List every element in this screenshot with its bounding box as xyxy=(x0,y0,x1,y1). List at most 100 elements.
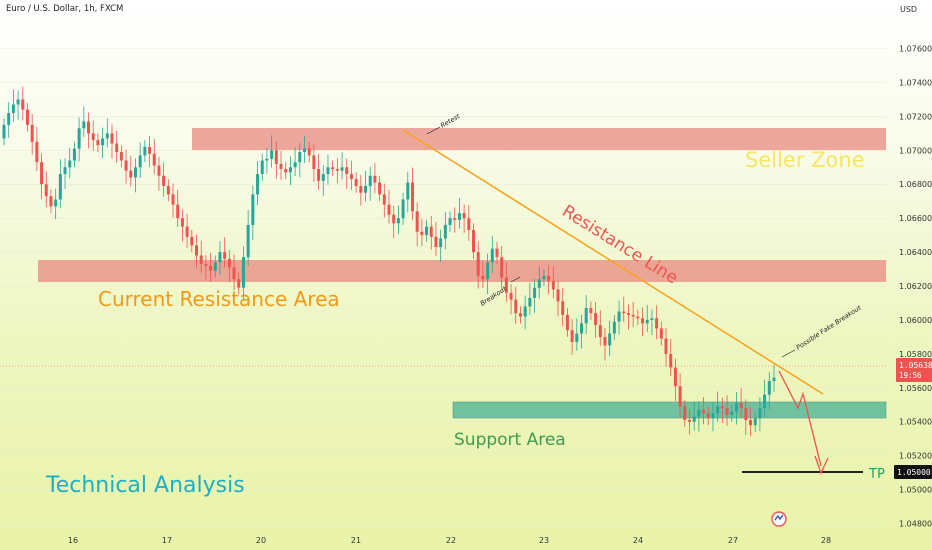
candle xyxy=(82,106,86,138)
y-tick-label: 1.07200 xyxy=(899,112,932,121)
candle-body xyxy=(500,257,504,278)
candle xyxy=(476,241,480,289)
current-resistance-label: Current Resistance Area xyxy=(98,287,340,311)
candle xyxy=(30,114,34,155)
candle-body xyxy=(514,299,518,314)
candle xyxy=(702,396,706,425)
candle xyxy=(185,213,189,248)
seller-zone-label: Seller Zone xyxy=(745,148,865,172)
candle xyxy=(608,320,612,357)
candle-body xyxy=(631,314,635,317)
candle xyxy=(448,211,452,232)
y-tick-label: 1.06600 xyxy=(899,214,932,223)
candle xyxy=(321,165,325,196)
candle-body xyxy=(237,279,241,288)
candle-body xyxy=(265,158,269,161)
candle-body xyxy=(288,167,292,173)
x-tick-label: 21 xyxy=(351,536,361,545)
candle-body xyxy=(734,403,738,412)
candle-body xyxy=(589,308,593,314)
candle xyxy=(101,127,105,159)
candle xyxy=(40,153,44,200)
candle-body xyxy=(124,160,128,171)
candle-body xyxy=(326,167,330,175)
candle-body xyxy=(246,224,250,258)
candle-body xyxy=(486,262,490,280)
candle-body xyxy=(11,104,15,113)
resistance-trend-line xyxy=(402,129,824,395)
candle xyxy=(429,215,433,250)
candle-body xyxy=(284,168,288,173)
candle-body xyxy=(415,211,419,232)
candle-body xyxy=(504,277,508,293)
candle-body xyxy=(518,313,522,317)
candle-body xyxy=(561,301,565,315)
candle-body xyxy=(256,174,260,195)
currency-label: USD xyxy=(900,5,918,14)
candle-body xyxy=(185,226,189,237)
candle xyxy=(176,189,180,227)
candle xyxy=(443,212,447,250)
candle-body xyxy=(758,408,762,419)
candle-body xyxy=(476,252,480,276)
candle xyxy=(279,150,283,180)
candle xyxy=(749,407,753,436)
candle xyxy=(763,379,767,417)
candle-body xyxy=(401,199,405,219)
candle-body xyxy=(349,174,353,180)
candle xyxy=(706,406,710,426)
time-axis: 16 17 20 21 22 23 24 27 28 xyxy=(68,536,831,545)
candle-body xyxy=(584,308,588,324)
x-tick-label: 16 xyxy=(68,536,78,545)
candle xyxy=(683,399,687,427)
retest-pointer xyxy=(426,126,441,135)
candle xyxy=(148,136,152,167)
candle xyxy=(157,156,161,191)
candle xyxy=(340,152,344,180)
candle-body xyxy=(382,194,386,205)
candle xyxy=(288,156,292,186)
candle-body xyxy=(453,218,457,220)
candle xyxy=(547,264,551,294)
candle xyxy=(401,192,405,225)
candle xyxy=(162,162,166,197)
candle xyxy=(58,159,62,209)
candle-body xyxy=(425,226,429,236)
candle xyxy=(584,295,588,335)
candle-body xyxy=(645,319,649,324)
candle xyxy=(180,209,184,242)
candle-body xyxy=(565,314,569,331)
candle xyxy=(204,255,208,281)
candle xyxy=(373,162,377,194)
candle-body xyxy=(678,386,682,407)
candle-body xyxy=(706,413,710,419)
candle xyxy=(551,266,555,299)
seller-zone-rect xyxy=(192,128,886,150)
current-price-tag: 1.05638 19:56 xyxy=(896,358,932,382)
y-tick-label: 1.06800 xyxy=(899,180,932,189)
candle-body xyxy=(598,325,602,337)
drawings xyxy=(402,126,863,475)
candle-body xyxy=(101,138,105,146)
candle xyxy=(439,229,443,262)
candle-body xyxy=(16,99,20,105)
candle xyxy=(481,260,485,289)
candle xyxy=(533,278,537,313)
candle-body xyxy=(542,275,546,280)
candle xyxy=(490,235,494,274)
candle xyxy=(420,218,424,246)
candle-body xyxy=(195,245,198,256)
candle-body xyxy=(673,367,677,387)
candle xyxy=(580,314,583,349)
candle-body xyxy=(171,194,175,205)
candle xyxy=(335,158,339,184)
candle xyxy=(349,161,353,191)
candle xyxy=(617,300,621,335)
candle-body xyxy=(462,213,466,219)
candle-body xyxy=(448,218,452,225)
candle xyxy=(133,158,137,193)
candle-body xyxy=(312,155,316,169)
candle-body xyxy=(420,231,424,236)
